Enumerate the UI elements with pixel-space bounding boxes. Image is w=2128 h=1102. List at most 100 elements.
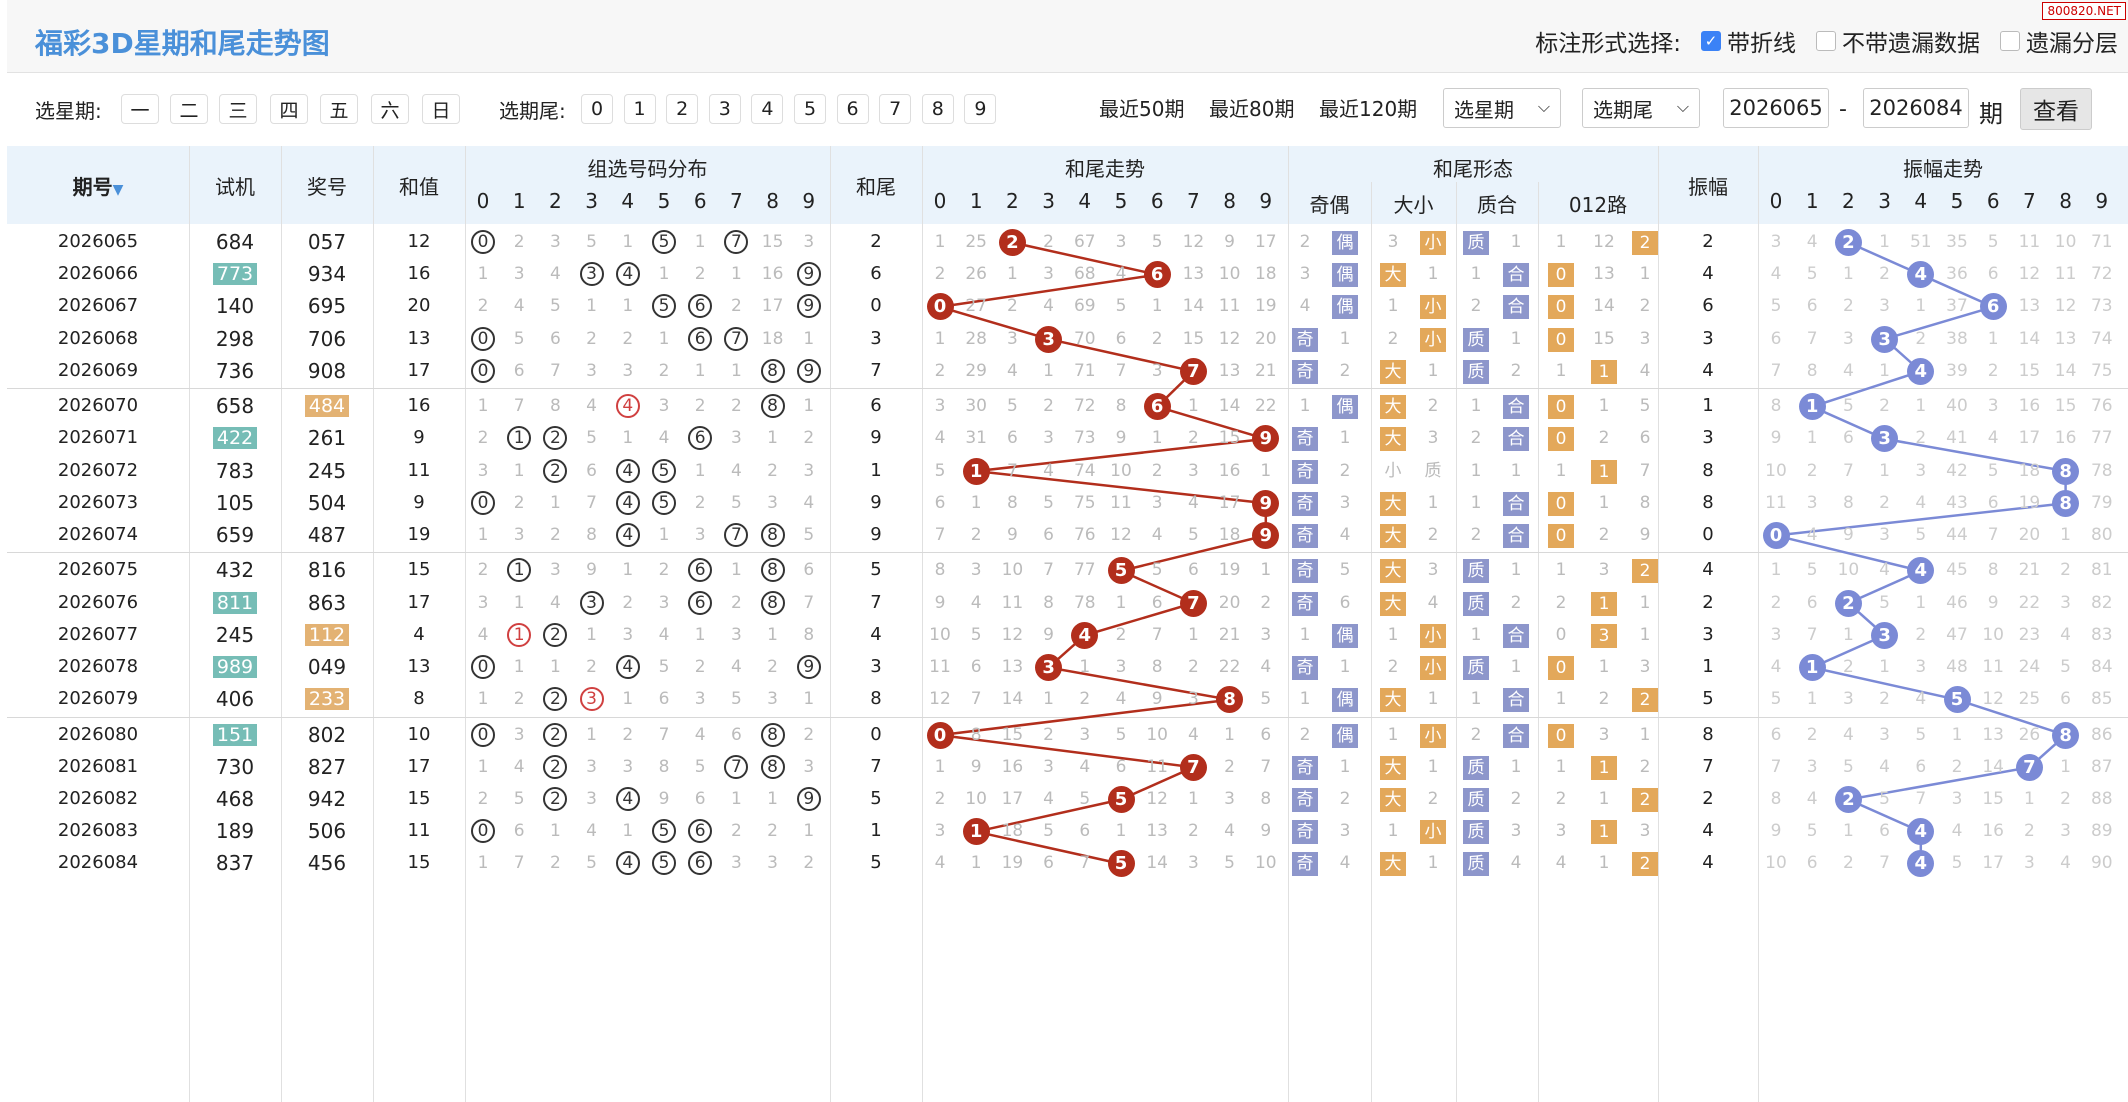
tail-value: 1 [870,820,882,842]
amp-missing-9: 76 [2090,396,2113,417]
group-hit-8: 8 [760,754,785,779]
tail-button-6[interactable]: 6 [836,94,869,124]
recent-80-link[interactable]: 最近80期 [1209,97,1295,121]
weekday-button-5[interactable]: 六 [371,94,409,124]
tail-button-9[interactable]: 9 [964,94,997,124]
amp-ball: 8 [2052,489,2080,517]
option-with-lines[interactable]: ✓ 带折线 [1701,24,1796,58]
shape-missing-1: 1 [1339,328,1351,349]
amp-missing-5: 44 [1946,525,1968,545]
amp-missing-8: 10 [2054,232,2077,252]
amp-missing-5: 3 [1951,789,1963,809]
shape-tag-1: 偶 [1332,263,1358,288]
trend-missing-6: 12 [1146,789,1168,809]
tail-ball: 9 [1252,522,1280,549]
trend-missing-1: 5 [970,624,982,645]
amp-missing-0: 5 [1770,689,1782,710]
trial-number: 140 [215,294,255,319]
amp-missing-7: 12 [2018,264,2041,285]
from-issue-input[interactable]: 2026065 [1723,88,1829,128]
trend-missing-9: 1 [1260,460,1272,481]
amp-missing-5: 48 [1946,657,1968,677]
header-shape-sub: 奇偶 [1309,193,1350,217]
shape-missing-3: 1 [1427,756,1439,777]
shape-missing-7: 1 [1598,853,1610,874]
header-digit: 6 [1986,189,2000,213]
tail-button-3[interactable]: 3 [708,94,741,124]
shape-missing-6: 0 [1555,624,1567,645]
shape-tag-8: 2 [1632,231,1658,255]
tail-button-2[interactable]: 2 [666,94,699,124]
amp-missing-6: 5 [1987,232,1999,252]
weekday-button-6[interactable]: 日 [422,94,460,124]
sort-down-icon[interactable]: ▼ [112,182,124,198]
trend-missing-1: 1 [970,853,982,874]
trend-missing-7: 2 [1187,428,1199,449]
tail-button-8[interactable]: 8 [921,94,954,124]
table-row: 2026072 783 245 11 1 8 3 1 2 6 4 5 1 4 2 3 5 1 7 4 74 10 2 3 16 1… [7,455,2128,487]
shape-missing-5: 1 [1510,232,1522,252]
group-missing-1: 1 [513,592,525,613]
trend-missing-8: 4 [1224,821,1235,842]
group-missing-0: 2 [477,296,489,317]
shape-tag-3: 小 [1420,656,1446,680]
amp-missing-8: 3 [2060,592,2071,613]
shape-missing-7: 2 [1598,689,1610,710]
trend-missing-5: 2 [1115,624,1127,645]
weekday-button-1[interactable]: 二 [170,94,208,124]
shape-missing-2: 1 [1387,724,1399,745]
tail-button-7[interactable]: 7 [879,94,912,124]
issue-number: 2026082 [57,788,139,809]
tail-button-4[interactable]: 4 [751,94,784,124]
tail-button-5[interactable]: 5 [794,94,826,124]
recent-120-link[interactable]: 最近120期 [1319,97,1418,121]
tail-label: 选期尾: [499,99,566,123]
query-button[interactable]: 查看 [2020,88,2092,130]
amp-ball: 4 [1907,557,1935,585]
trend-missing-5: 1 [1115,592,1127,613]
period-label: 期 [1979,100,2003,128]
group-missing-2: 2 [549,853,561,874]
weekday-button-0[interactable]: 一 [121,94,159,124]
group-hit-0: 0 [471,326,495,351]
header-digit: 8 [766,189,779,213]
trend-missing-6: 10 [1146,724,1168,745]
checkbox-checked-icon[interactable]: ✓ [1701,31,1721,51]
amp-missing-8: 3 [2060,821,2071,842]
header-digit: 2 [1842,189,1855,213]
tail-button-0[interactable]: 0 [581,94,613,124]
amp-missing-2: 3 [1842,689,1854,710]
recent-50-link[interactable]: 最近50期 [1099,97,1185,121]
sum-value: 16 [407,395,431,417]
trend-missing-8: 2 [1224,756,1235,777]
column-divider [465,146,466,1102]
amp-missing-5: 46 [1946,592,1968,613]
weekday-button-4[interactable]: 五 [320,94,358,124]
header-digit: 3 [1878,189,1891,213]
option-label: 带折线 [1727,31,1796,57]
shape-missing-6: 2 [1555,592,1567,613]
to-issue-input[interactable]: 2026084 [1863,88,1969,128]
trend-missing-3: 4 [1043,296,1054,317]
trend-missing-9: 10 [1254,853,1277,874]
amp-ball: 2 [1834,786,1862,813]
checkbox-icon[interactable] [1816,31,1836,51]
tail-button-1[interactable]: 1 [623,94,656,124]
group-missing-3: 5 [586,428,597,449]
shape-missing-1: 3 [1339,821,1351,842]
header-issue[interactable]: 期号▼ [72,175,124,199]
week-select[interactable]: 选星期 ⌵ [1443,88,1561,128]
shape-missing-6: 1 [1555,232,1567,252]
option-no-missing[interactable]: 不带遗漏数据 [1816,24,1980,58]
checkbox-icon[interactable] [2000,31,2020,51]
issue-number: 2026068 [57,327,139,349]
shape-missing-2: 1 [1387,296,1399,317]
tail-select[interactable]: 选期尾 ⌵ [1582,88,1700,128]
group-hit-0: 0 [471,819,495,844]
weekday-button-3[interactable]: 四 [270,94,308,124]
weekday-button-2[interactable]: 三 [219,94,257,124]
option-layered[interactable]: 遗漏分层 [2000,24,2118,58]
group-missing-7: 1 [730,560,742,581]
tail-value: 3 [870,327,882,349]
trend-missing-2: 16 [1001,756,1024,777]
